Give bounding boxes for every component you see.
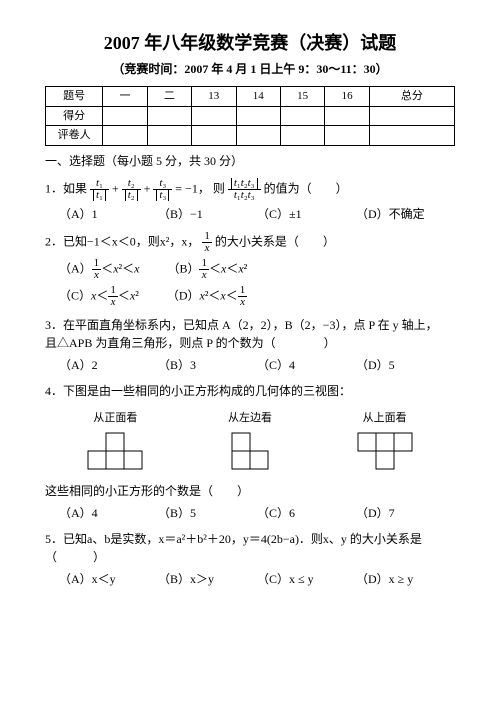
q5-text: 5．已知a、b是实数，x＝a²＋b²＋20，y＝4(2b−a)．则x、y 的大小…	[45, 530, 455, 548]
question-4: 4．下图是由一些相同的小正方形构成的几何体的三视图： 从正面看 从左边看 从上面…	[45, 382, 455, 523]
q2-text: 2．已知−1＜x＜0，则x²，x，	[45, 234, 199, 248]
score-table: 题号 一 二 13 14 15 16 总分 得分 评卷人	[45, 86, 455, 146]
table-row: 题号 一 二 13 14 15 16 总分	[46, 87, 455, 107]
subtitle: （竞赛时间：2007 年 4 月 1 日上午 9：30～11：30）	[45, 60, 455, 78]
top-view-shape	[357, 432, 413, 470]
q4-tail: 这些相同的小正方形的个数是（ ）	[45, 482, 455, 500]
view-top: 从上面看	[357, 410, 413, 471]
q1-pre: 1．如果	[45, 181, 87, 195]
frac: t₂t₂	[122, 178, 141, 201]
option-d: （D）x²＜x＜1x	[167, 285, 247, 308]
eq: = −1， 则	[175, 181, 225, 195]
table-row: 评卷人	[46, 126, 455, 146]
option-a: （A）x＜y	[59, 570, 130, 588]
option-c: （C）±1	[257, 205, 328, 223]
option-a: （A）1x＜x²＜x	[59, 258, 139, 281]
cell: 二	[147, 87, 191, 107]
question-2: 2．已知−1＜x＜0，则x²，x， 1x 的大小关系是（ ） （A）1x＜x²＜…	[45, 231, 455, 308]
cell: 15	[280, 87, 324, 107]
left-view-shape	[231, 432, 269, 470]
frac: 1x	[202, 231, 212, 254]
row-head: 评卷人	[46, 126, 103, 146]
row-head: 题号	[46, 87, 103, 107]
q4-text: 4．下图是由一些相同的小正方形构成的几何体的三视图：	[45, 382, 455, 400]
cell: 16	[325, 87, 369, 107]
option-b: （B）−1	[158, 205, 229, 223]
cell: 14	[236, 87, 280, 107]
question-1: 1．如果 t₁t₁ + t₂t₂ + t₃t₃ = −1， 则 t₁t₂t₃t₁…	[45, 178, 455, 223]
view-front: 从正面看	[87, 410, 143, 471]
table-row: 得分	[46, 106, 455, 126]
frac: t₁t₂t₃t₁t₂t₃	[228, 178, 261, 201]
cell: 13	[192, 87, 236, 107]
cell: 一	[103, 87, 147, 107]
question-3: 3．在平面直角坐标系内，已知点 A（2，2），B（2，−3），点 P 在 y 轴…	[45, 316, 455, 374]
option-c: （C）6	[257, 504, 328, 522]
row-head: 得分	[46, 106, 103, 126]
frac: t₁t₁	[90, 178, 109, 201]
option-d: （D）不确定	[356, 205, 427, 223]
option-d: （D）5	[356, 356, 427, 374]
option-b: （B）x＞y	[158, 570, 229, 588]
q5-tail: （ ）	[45, 548, 455, 566]
question-5: 5．已知a、b是实数，x＝a²＋b²＋20，y＝4(2b−a)．则x、y 的大小…	[45, 530, 455, 588]
q1-post: 的值为（ ）	[264, 181, 348, 195]
option-b: （B）5	[158, 504, 229, 522]
option-b: （B）3	[158, 356, 229, 374]
q3-line2: 且△APB 为直角三角形，则点 P 的个数为（ ）	[45, 334, 455, 352]
frac: t₃t₃	[153, 178, 172, 201]
option-d: （D）x ≥ y	[356, 570, 427, 588]
option-b: （B）1x＜x＜x²	[167, 258, 247, 281]
option-c: （C）x ≤ y	[257, 570, 328, 588]
option-c: （C）x＜1x＜x²	[59, 285, 139, 308]
view-left: 从左边看	[228, 410, 272, 471]
option-a: （A）1	[59, 205, 130, 223]
front-view-shape	[87, 432, 143, 470]
page-title: 2007 年八年级数学竞赛（决赛）试题	[45, 30, 455, 57]
option-c: （C）4	[257, 356, 328, 374]
section-heading: 一、选择题（每小题 5 分，共 30 分）	[45, 152, 455, 170]
q2-tail: 的大小关系是（ ）	[215, 234, 335, 248]
cell: 总分	[369, 87, 454, 107]
option-a: （A）4	[59, 504, 130, 522]
option-a: （A）2	[59, 356, 130, 374]
option-d: （D）7	[356, 504, 427, 522]
q3-line1: 3．在平面直角坐标系内，已知点 A（2，2），B（2，−3），点 P 在 y 轴…	[45, 316, 455, 334]
